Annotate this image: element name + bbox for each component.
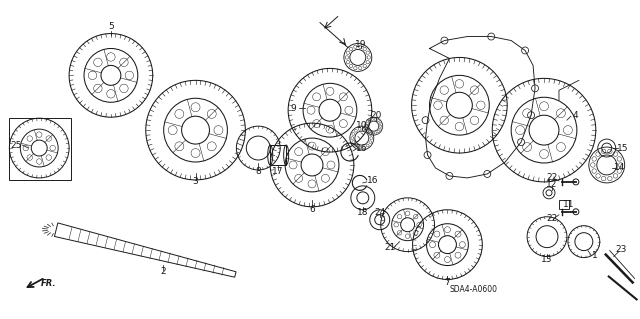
Text: 12: 12 [547, 180, 557, 189]
Text: 14: 14 [614, 163, 625, 173]
Text: 13: 13 [541, 255, 553, 264]
Text: 7: 7 [445, 278, 451, 287]
Text: 22: 22 [547, 214, 557, 223]
Text: 21: 21 [384, 243, 396, 252]
Text: 17: 17 [273, 167, 284, 176]
Text: 6: 6 [309, 205, 315, 214]
Bar [559, 200, 569, 209]
Text: 2: 2 [160, 267, 166, 276]
Text: 18: 18 [357, 208, 369, 217]
Text: FR.: FR. [41, 279, 57, 288]
Text: SDA4-A0600: SDA4-A0600 [449, 285, 497, 294]
Text: 3: 3 [193, 177, 198, 186]
Text: 16: 16 [367, 176, 378, 185]
Text: 16: 16 [356, 144, 367, 152]
Text: 15: 15 [617, 144, 628, 152]
Text: 10: 10 [356, 121, 367, 130]
Text: 22: 22 [547, 174, 557, 182]
Text: 24: 24 [374, 208, 385, 217]
Text: 20: 20 [370, 111, 381, 120]
Text: 9: 9 [291, 104, 296, 113]
Text: 1: 1 [592, 251, 598, 260]
Text: 23: 23 [615, 245, 627, 254]
Text: 11: 11 [563, 200, 575, 209]
Text: 8: 8 [255, 167, 261, 176]
Text: 4: 4 [572, 111, 578, 120]
Text: 5: 5 [108, 22, 114, 31]
Text: 19: 19 [355, 40, 367, 49]
Text: 25: 25 [11, 141, 22, 150]
Bar [270, 145, 286, 165]
